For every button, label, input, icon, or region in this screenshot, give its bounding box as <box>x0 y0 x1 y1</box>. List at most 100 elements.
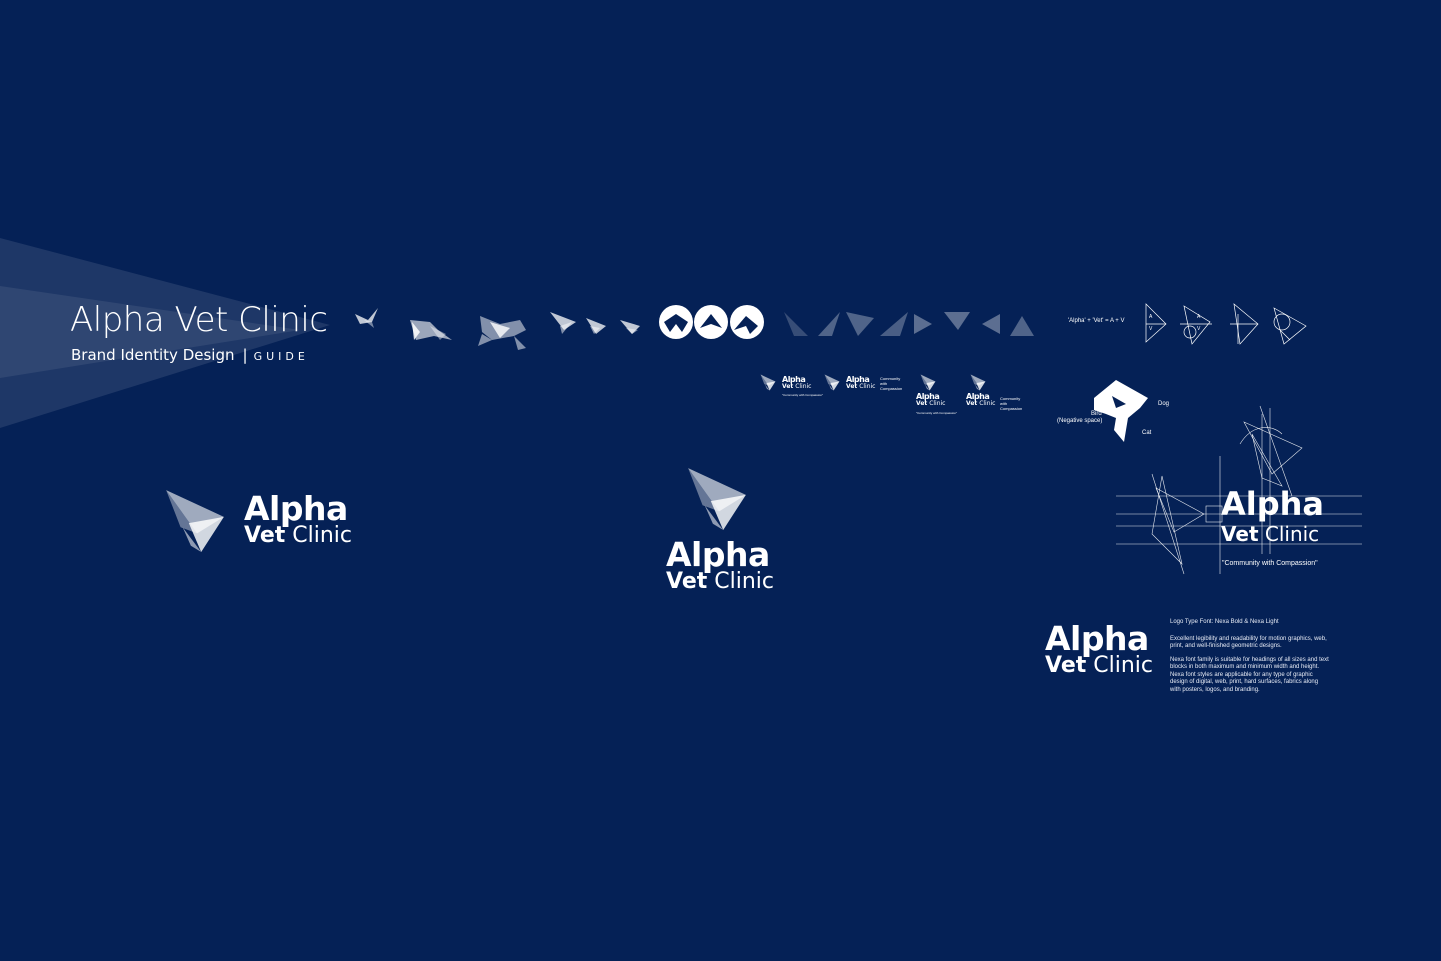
circle-badge-icon-2 <box>694 305 728 339</box>
wordmark-vet: Vet <box>666 569 708 594</box>
tagline-line-1: Community <box>1000 396 1021 401</box>
page-title: Alpha Vet Clinic <box>70 300 328 340</box>
shard-icon-5 <box>914 314 932 334</box>
construction-sketch-row <box>1145 303 1307 345</box>
head-shape-icon-1 <box>550 312 576 334</box>
concept-equation: 'Alpha' + 'Vet' = A + V <box>1068 318 1125 324</box>
tagline-line-2: with <box>880 381 888 386</box>
wordmark-vet-clinic: Vet Clinic <box>1045 655 1153 677</box>
animal-sketch-row <box>355 308 640 350</box>
circle-badge-row <box>659 305 764 339</box>
shard-icon-1 <box>784 312 808 336</box>
tagline-small: "Community with Compassion" <box>782 393 823 397</box>
construction-tagline: "Community with Compassion" <box>1222 560 1318 567</box>
wordmark-alpha: Alpha <box>782 375 806 384</box>
wordmark-vet: Vet <box>1045 653 1087 678</box>
av-triangle-icon-4 <box>1273 307 1307 345</box>
wordmark-clinic: Clinic <box>714 569 775 594</box>
bird-sketch-icon <box>355 308 378 328</box>
wordmark-alpha: Alpha <box>1045 619 1149 658</box>
circle-badge-icon-3 <box>730 305 764 339</box>
wordmark: Alpha Vet Clinic <box>846 376 875 390</box>
circle-badge-icon-1 <box>659 305 693 339</box>
concept-letter-a: A <box>1149 314 1153 320</box>
wordmark: Alpha Vet Clinic <box>782 376 811 390</box>
dog-label: Dog <box>1158 401 1170 407</box>
wordmark-alpha: Alpha <box>846 375 870 384</box>
wordmark-vet-clinic: Vet Clinic <box>244 525 352 547</box>
tagline-small: "Community with Compassion" <box>916 411 957 415</box>
wordmark-vet-clinic: Vet Clinic <box>966 401 995 407</box>
wordmark-vet: Vet <box>244 523 286 548</box>
font-note-paragraph-1: Excellent legibility and readability for… <box>1170 635 1327 650</box>
wordmark-vet: Vet <box>1221 522 1259 546</box>
logo-mark-icon <box>164 488 226 554</box>
shard-icon-2 <box>818 312 840 336</box>
wordmark-vet: Vet <box>782 383 794 390</box>
bird-label: Bird <box>1091 411 1102 417</box>
wordmark-alpha: Alpha <box>666 535 770 574</box>
logo-construction-grid <box>1116 405 1362 575</box>
av-triangle-icon-1 <box>1145 303 1167 343</box>
shard-icon-4 <box>880 312 908 336</box>
wordmark-vet-clinic: Vet Clinic <box>846 384 875 390</box>
wordmark-clinic: Clinic <box>979 400 996 407</box>
dog-sketch-icon <box>478 316 526 350</box>
logo-mark-icon <box>920 374 936 391</box>
logo-mark-icon <box>760 374 776 391</box>
concept-letter-v: V <box>1149 326 1153 332</box>
wordmark-alpha: Alpha <box>916 392 940 401</box>
wordmark-clinic: Clinic <box>1264 522 1320 546</box>
av-triangle-icon-3 <box>1230 303 1259 345</box>
shard-icon-3 <box>846 312 874 336</box>
tagline-stacked: Community with Compassion <box>880 376 902 391</box>
wordmark-clinic: Clinic <box>795 383 812 390</box>
negative-space-mark <box>1094 380 1148 442</box>
shard-icon-6 <box>944 312 970 330</box>
wordmark-clinic: Clinic <box>1093 653 1154 678</box>
tagline-line-2: with <box>1000 401 1008 406</box>
shard-icon-8 <box>1010 316 1034 336</box>
font-note-paragraph-2: Nexa font family is suitable for heading… <box>1170 656 1329 693</box>
wordmark-alpha: Alpha <box>966 392 990 401</box>
wordmark-vet: Vet <box>916 400 928 407</box>
logo-mark-icon <box>686 466 748 532</box>
tagline-line-3: Compassion <box>880 386 903 391</box>
wordmark-vet-clinic: Vet Clinic <box>666 571 774 593</box>
shard-icon-7 <box>982 314 1000 334</box>
shape-exploration-row <box>784 312 1034 336</box>
av-triangle-icon-2 <box>1180 305 1212 345</box>
wordmark-vet-clinic: Vet Clinic <box>782 384 811 390</box>
concept-letter-v-2: V <box>1197 326 1201 332</box>
font-spec-line: Logo Type Font: Nexa Bold & Nexa Light <box>1170 619 1279 625</box>
wordmark: Alpha Vet Clinic <box>916 393 945 407</box>
typography-wordmark: Alpha Vet Clinic <box>1045 622 1153 677</box>
head-shape-icon-3 <box>620 320 640 334</box>
logo-mark-icon <box>824 374 840 391</box>
wordmark-clinic: Clinic <box>929 400 946 407</box>
tagline-line-3: Compassion <box>1000 406 1023 411</box>
logo-mark-icon <box>970 374 986 391</box>
cat-sketch-icon <box>410 320 452 340</box>
tagline-line-1: Community <box>880 376 901 381</box>
guide-label: GUIDE <box>253 350 309 363</box>
wordmark-vet: Vet <box>846 383 858 390</box>
wordmark-vet: Vet <box>966 400 978 407</box>
light-beam-decoration <box>0 238 330 428</box>
wordmark-vet-clinic: Vet Clinic <box>916 401 945 407</box>
negative-space-label: (Negative space) <box>1057 418 1103 424</box>
wordmark: Alpha Vet Clinic <box>966 393 995 407</box>
head-shape-icon-2 <box>586 318 606 334</box>
page-subtitle: Brand Identity Design | GUIDE <box>71 346 309 364</box>
wordmark-alpha: Alpha <box>244 489 348 528</box>
subtitle-text: Brand Identity Design <box>71 346 235 364</box>
cat-label: Cat <box>1142 430 1152 436</box>
tagline-stacked: Community with Compassion <box>1000 396 1022 411</box>
wordmark-clinic: Clinic <box>292 523 353 548</box>
subtitle-separator: | <box>242 346 248 364</box>
wordmark: Alpha Vet Clinic <box>666 538 774 593</box>
construction-wordmark-alpha: Alpha <box>1221 485 1325 523</box>
wordmark-clinic: Clinic <box>859 383 876 390</box>
wordmark: Alpha Vet Clinic <box>244 492 352 547</box>
construction-wordmark-vet-clinic: Vet Clinic <box>1221 524 1319 544</box>
